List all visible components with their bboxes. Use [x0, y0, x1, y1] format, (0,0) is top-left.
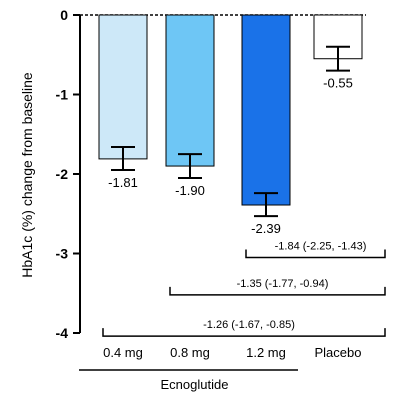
y-tick-label: -3: [56, 246, 69, 262]
x-tick-label: 1.2 mg: [246, 345, 286, 360]
comparison-brackets: -1.84 (-2.25, -1.43) -1.35 (-1.77, -0.94)…: [102, 240, 386, 337]
value-labels: -1.81 -1.90 -2.39 -0.55: [108, 76, 353, 236]
comparison-bracket: [102, 328, 386, 337]
x-tick-label: 0.4 mg: [103, 345, 143, 360]
y-axis-label: HbA1c (%) change from baseline: [19, 72, 35, 278]
x-tick-labels: 0.4 mg 0.8 mg 1.2 mg Placebo: [103, 345, 361, 360]
value-label: -0.55: [323, 76, 353, 91]
value-label: -1.90: [175, 183, 205, 198]
comparison-bracket: [169, 286, 386, 296]
bar-1: [98, 14, 148, 160]
comparison-label: -1.84 (-2.25, -1.43): [275, 240, 367, 252]
comparison-label: -1.26 (-1.67, -0.85): [203, 319, 295, 331]
bar-2: [165, 14, 215, 167]
y-tick-label: 0: [60, 7, 68, 23]
bar-3: [241, 14, 291, 206]
value-label: -2.39: [251, 221, 281, 236]
x-tick-label: Placebo: [315, 345, 362, 360]
value-label: -1.81: [108, 175, 138, 190]
group-annotation: Ecnoglutide: [79, 369, 298, 392]
comparison-label: -1.35 (-1.77, -0.94): [237, 278, 329, 290]
y-ticks: 0 -1 -2 -3 -4: [56, 7, 80, 341]
y-tick-label: -2: [56, 166, 69, 182]
comparison-bracket: [245, 249, 386, 259]
y-tick-label: -4: [56, 325, 69, 341]
bars: [98, 14, 363, 206]
error-bars: [111, 45, 350, 218]
group-label: Ecnoglutide: [161, 377, 229, 392]
y-tick-label: -1: [56, 87, 69, 103]
x-tick-label: 0.8 mg: [170, 345, 210, 360]
